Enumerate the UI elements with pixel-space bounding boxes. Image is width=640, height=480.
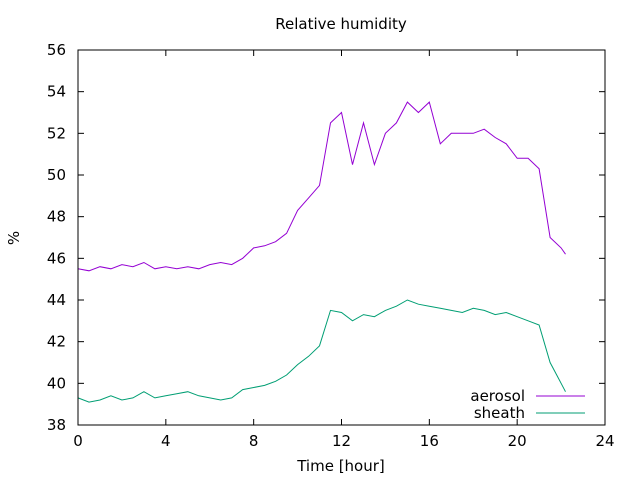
legend-label-sheath: sheath bbox=[474, 404, 525, 422]
y-tick-label: 40 bbox=[47, 374, 66, 392]
y-axis-label: % bbox=[5, 231, 23, 245]
x-tick-label: 12 bbox=[332, 432, 351, 450]
series-line-sheath bbox=[77, 299, 566, 403]
y-tick-label: 48 bbox=[47, 208, 66, 226]
series-line-aerosol bbox=[77, 101, 566, 272]
legend-label-aerosol: aerosol bbox=[470, 387, 525, 405]
x-tick-label: 24 bbox=[595, 432, 614, 450]
y-tick-label: 38 bbox=[47, 416, 66, 434]
y-tick-label: 52 bbox=[47, 124, 66, 142]
x-tick-label: 20 bbox=[508, 432, 527, 450]
y-tick-label: 42 bbox=[47, 333, 66, 351]
chart-title: Relative humidity bbox=[275, 15, 407, 33]
y-tick-label: 50 bbox=[47, 166, 66, 184]
y-tick-label: 46 bbox=[47, 249, 66, 267]
y-tick-label: 56 bbox=[47, 41, 66, 59]
x-tick-label: 0 bbox=[73, 432, 83, 450]
y-tick-label: 44 bbox=[47, 291, 66, 309]
plot-frame bbox=[77, 49, 606, 426]
y-tick-label: 54 bbox=[47, 83, 66, 101]
series-lines bbox=[77, 101, 566, 403]
x-tick-label: 4 bbox=[161, 432, 171, 450]
x-tick-label: 16 bbox=[420, 432, 439, 450]
x-tick-label: 8 bbox=[249, 432, 259, 450]
x-axis-label: Time [hour] bbox=[296, 457, 385, 475]
